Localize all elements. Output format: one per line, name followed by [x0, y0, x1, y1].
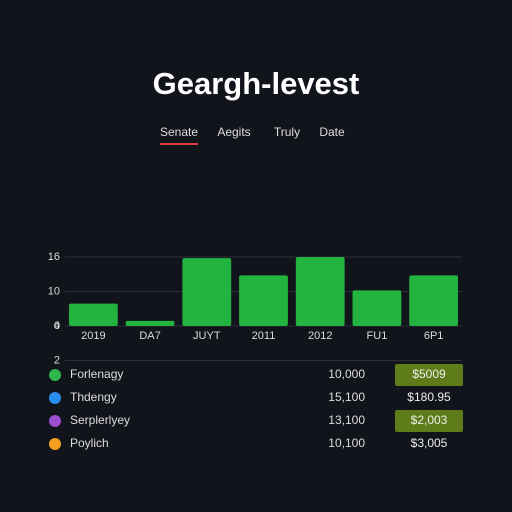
row-amount: $3,005 [411, 436, 448, 450]
row-amount: $5009 [412, 367, 446, 381]
row-name: Serplerlyey [70, 413, 130, 427]
x-tick-label: DA7 [139, 330, 160, 342]
amount-highlight [395, 410, 463, 432]
bar [182, 258, 232, 326]
y-tick-label: 4 [54, 320, 60, 332]
title: Geargh-levest [153, 66, 360, 101]
bar [239, 275, 288, 326]
row-count: 13,100 [328, 413, 365, 427]
bar [352, 290, 402, 326]
x-tick-label: 2012 [308, 330, 332, 342]
x-tick-label: FU1 [367, 330, 388, 342]
row-count: 15,100 [328, 390, 365, 404]
x-tick-label: JUYT [193, 330, 221, 342]
tab[interactable]: Senate [160, 125, 198, 139]
row-name: Poylich [70, 436, 109, 450]
bar [295, 257, 345, 326]
row-count: 10,100 [328, 436, 365, 450]
x-tick-label: 2011 [252, 330, 276, 342]
y-tick-label: 10 [48, 285, 60, 297]
y-tick-label: 16 [48, 251, 60, 263]
y-tick-label: 2 [54, 354, 60, 366]
tab[interactable]: Truly [274, 125, 300, 139]
tab[interactable]: Date [319, 125, 345, 139]
x-tick-label: 2019 [81, 330, 105, 342]
row-name: Forlenagy [70, 367, 123, 381]
bar [68, 303, 118, 326]
amount-highlight [395, 364, 463, 386]
row-amount: $180.95 [407, 390, 451, 404]
legend-dot [49, 369, 61, 381]
y-tick-label: 0 [54, 320, 60, 332]
row-amount: $2,003 [411, 413, 448, 427]
legend-dot [49, 392, 61, 404]
bar [409, 275, 459, 326]
x-tick-label: 6P1 [424, 330, 444, 342]
legend-dot [49, 438, 61, 450]
row-name: Thdengy [70, 390, 117, 404]
bar [125, 320, 175, 326]
legend-dot [49, 415, 61, 427]
row-count: 10,000 [328, 367, 365, 381]
tab[interactable]: Aegits [217, 125, 250, 139]
